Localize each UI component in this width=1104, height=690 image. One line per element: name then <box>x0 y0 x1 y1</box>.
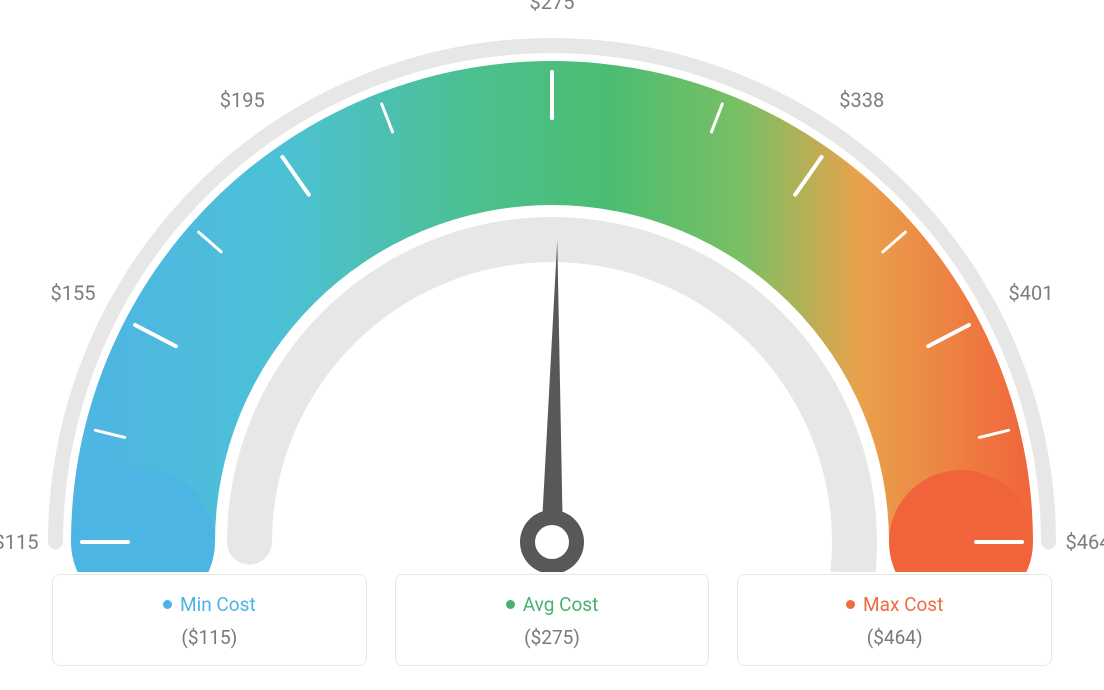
gauge-tick-label: $195 <box>220 88 265 112</box>
gauge-svg <box>42 12 1062 572</box>
gauge-tick-label: $464 <box>1066 530 1104 554</box>
legend-label-max: Max Cost <box>863 593 943 616</box>
legend-value-avg: ($275) <box>406 626 699 649</box>
legend-card-avg: Avg Cost ($275) <box>395 574 710 666</box>
gauge-tick-label: $338 <box>839 88 884 112</box>
legend-dot-min <box>163 600 172 609</box>
legend-row: Min Cost ($115) Avg Cost ($275) Max Cost… <box>52 574 1052 666</box>
legend-card-max: Max Cost ($464) <box>737 574 1052 666</box>
legend-title-avg: Avg Cost <box>506 593 599 616</box>
legend-value-max: ($464) <box>748 626 1041 649</box>
legend-dot-avg <box>506 600 515 609</box>
legend-title-max: Max Cost <box>846 593 943 616</box>
cost-gauge: $115$155$195$275$338$401$464 <box>42 12 1062 572</box>
legend-label-min: Min Cost <box>180 593 256 616</box>
gauge-tick-label: $155 <box>51 281 96 305</box>
gauge-tick-label: $401 <box>1009 281 1054 305</box>
legend-label-avg: Avg Cost <box>523 593 599 616</box>
legend-title-min: Min Cost <box>163 593 256 616</box>
gauge-tick-label: $115 <box>0 530 38 554</box>
legend-value-min: ($115) <box>63 626 356 649</box>
legend-card-min: Min Cost ($115) <box>52 574 367 666</box>
gauge-tick-label: $275 <box>530 0 575 14</box>
legend-dot-max <box>846 600 855 609</box>
